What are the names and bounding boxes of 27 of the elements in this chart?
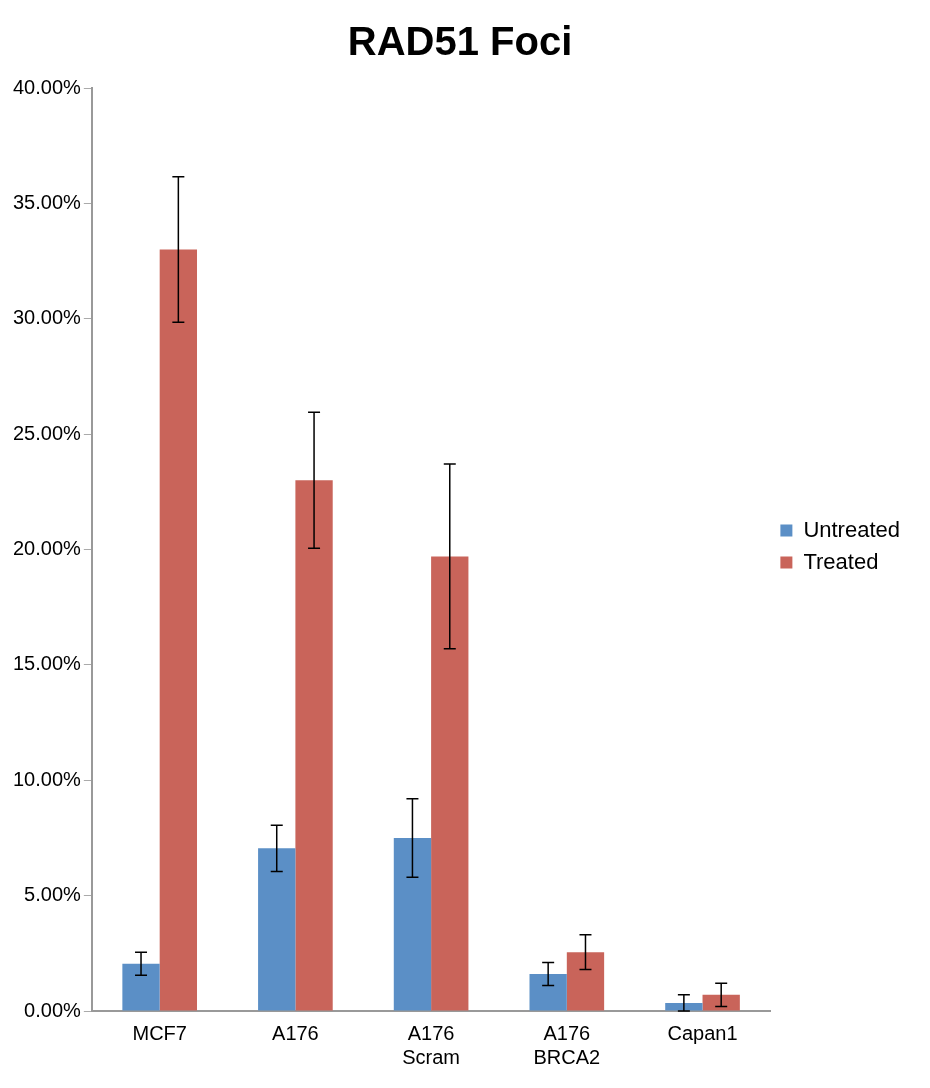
x-tick-label: A176 [272, 1021, 319, 1044]
x-tick-label: A176 BRCA2 [533, 1021, 601, 1068]
y-tick-label: 30.00% [12, 306, 82, 329]
chart-title: RAD51 Foci [347, 19, 573, 64]
y-tick-label: 35.00% [12, 190, 82, 213]
bar [159, 249, 198, 1011]
legend-label: Treated [803, 548, 879, 574]
bar [702, 994, 740, 1011]
y-tick-label: 10.00% [12, 767, 82, 790]
x-tick-label: MCF7 [132, 1021, 187, 1044]
bar [431, 556, 469, 1011]
y-tick-label: 5.00% [24, 883, 82, 906]
bar [258, 848, 296, 1011]
bar [665, 1002, 703, 1011]
bar [295, 480, 333, 1011]
legend-label: Untreated [803, 516, 901, 542]
bar [122, 963, 160, 1011]
bar [393, 837, 432, 1011]
x-tick-label: A176 Scram [402, 1021, 461, 1068]
bar [529, 974, 567, 1011]
y-tick-label: 40.00% [12, 75, 82, 98]
y-tick-label: 0.00% [24, 998, 82, 1021]
bar [566, 952, 605, 1011]
y-tick-label: 15.00% [12, 652, 82, 675]
x-tick-label: Capan1 [667, 1021, 738, 1044]
y-tick-label: 20.00% [12, 537, 82, 560]
y-tick-label: 25.00% [12, 421, 82, 444]
